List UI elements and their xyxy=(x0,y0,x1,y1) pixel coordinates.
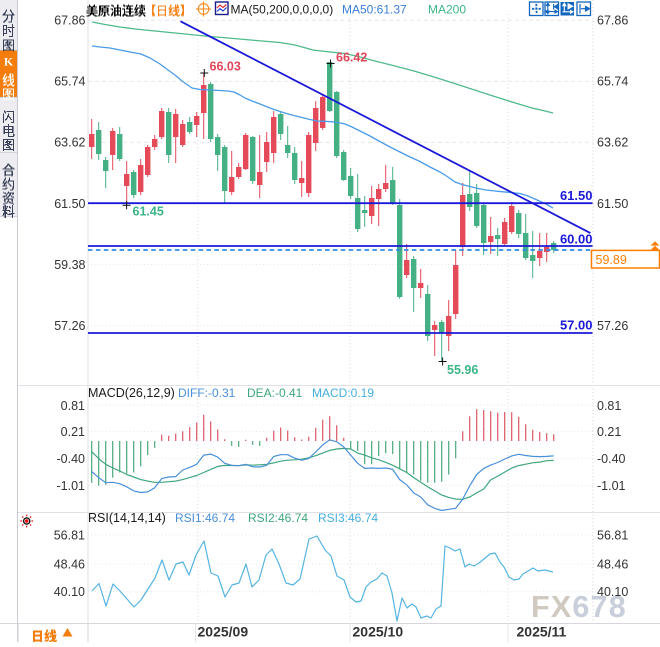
svg-text:-1.01: -1.01 xyxy=(597,479,626,493)
svg-text:0.21: 0.21 xyxy=(61,425,85,439)
svg-text:59.89: 59.89 xyxy=(596,253,627,267)
svg-text:0.21: 0.21 xyxy=(597,425,621,439)
svg-text:RSI1:46.74: RSI1:46.74 xyxy=(175,511,235,525)
svg-text:0.81: 0.81 xyxy=(597,399,621,413)
svg-text:-1.01: -1.01 xyxy=(57,479,86,493)
svg-text:2025/10: 2025/10 xyxy=(353,624,404,640)
svg-text:63.62: 63.62 xyxy=(54,136,85,150)
svg-text:RSI2:46.74: RSI2:46.74 xyxy=(248,511,308,525)
svg-text:67.86: 67.86 xyxy=(597,14,628,28)
svg-text:60.00: 60.00 xyxy=(560,232,593,247)
svg-text:48.46: 48.46 xyxy=(54,557,85,571)
svg-text:RSI3:46.74: RSI3:46.74 xyxy=(318,511,378,525)
svg-text:61.45: 61.45 xyxy=(133,205,164,219)
svg-text:RSI(14,14,14): RSI(14,14,14) xyxy=(88,511,166,525)
svg-text:MA(50,200,0,0,0,0): MA(50,200,0,0,0,0) xyxy=(231,3,334,17)
svg-text:DIFF:-0.31: DIFF:-0.31 xyxy=(178,386,236,400)
svg-text:MACD:0.19: MACD:0.19 xyxy=(312,386,374,400)
svg-text:66.42: 66.42 xyxy=(336,51,367,65)
svg-text:57.00: 57.00 xyxy=(560,318,593,333)
svg-text:MA50:61.37: MA50:61.37 xyxy=(342,3,407,17)
svg-text:65.74: 65.74 xyxy=(54,75,85,89)
svg-text:K: K xyxy=(4,55,14,69)
svg-text:-0.40: -0.40 xyxy=(597,452,626,466)
svg-text:55.96: 55.96 xyxy=(447,363,478,377)
svg-text:-0.40: -0.40 xyxy=(57,452,86,466)
svg-text:66.03: 66.03 xyxy=(210,60,241,74)
svg-text:61.50: 61.50 xyxy=(560,188,593,203)
svg-text:40.10: 40.10 xyxy=(54,585,85,599)
svg-text:56.81: 56.81 xyxy=(597,528,628,542)
svg-text:59.38: 59.38 xyxy=(54,258,85,272)
svg-text:61.50: 61.50 xyxy=(597,197,628,211)
svg-text:65.74: 65.74 xyxy=(597,75,628,89)
svg-text:FX678: FX678 xyxy=(531,590,627,624)
svg-text:63.62: 63.62 xyxy=(597,136,628,150)
svg-text:67.86: 67.86 xyxy=(54,14,85,28)
svg-text:48.46: 48.46 xyxy=(597,557,628,571)
svg-text:56.81: 56.81 xyxy=(54,528,85,542)
svg-text:40.10: 40.10 xyxy=(597,585,628,599)
svg-text:57.26: 57.26 xyxy=(597,319,628,333)
svg-text:MA200: MA200 xyxy=(428,3,466,17)
svg-text:DEA:-0.41: DEA:-0.41 xyxy=(247,386,303,400)
svg-text:0.81: 0.81 xyxy=(61,399,85,413)
svg-text:2025/09: 2025/09 xyxy=(198,624,249,640)
svg-text:MACD(26,12,9): MACD(26,12,9) xyxy=(88,386,175,400)
svg-text:61.50: 61.50 xyxy=(54,197,85,211)
svg-text:57.26: 57.26 xyxy=(54,319,85,333)
svg-text:2025/11: 2025/11 xyxy=(517,624,567,640)
